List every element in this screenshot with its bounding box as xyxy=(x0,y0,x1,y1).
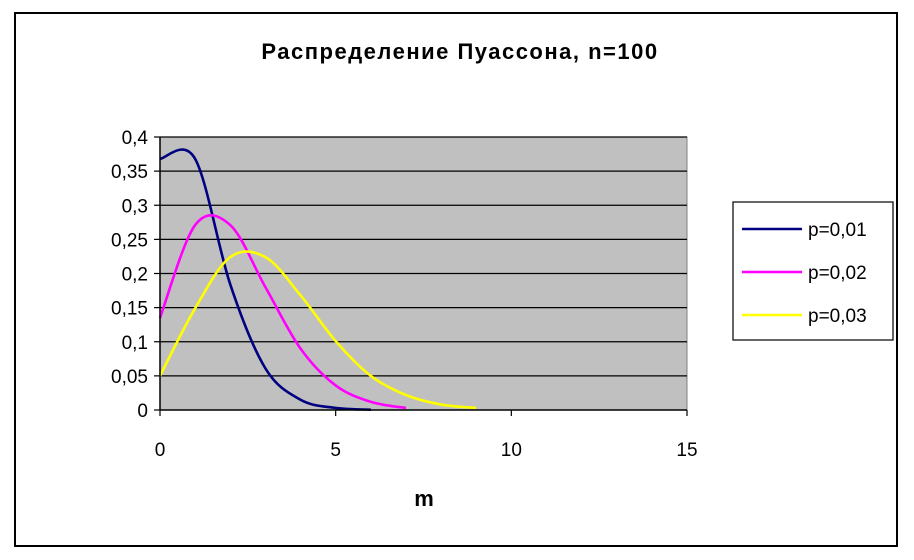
x-tick-label: 0 xyxy=(155,440,166,461)
grid-lines xyxy=(160,136,687,377)
x-tick-label: 5 xyxy=(330,440,341,461)
y-tick-label: 0,35 xyxy=(111,162,148,183)
y-tick-label: 0,3 xyxy=(122,196,148,217)
series-line-1 xyxy=(159,148,371,411)
legend-label: p=0,02 xyxy=(808,263,867,284)
y-tick-label: 0,1 xyxy=(122,333,148,354)
y-tick-label: 0,15 xyxy=(111,299,148,320)
legend-label: p=0,03 xyxy=(808,306,867,327)
y-tick-label: 0,4 xyxy=(122,128,149,149)
y-tick-label: 0,25 xyxy=(111,230,148,251)
y-tick-label: 0,2 xyxy=(122,265,148,286)
series-line-3 xyxy=(158,250,477,410)
x-tick-label: 10 xyxy=(501,440,522,461)
legend-label: p=0,01 xyxy=(808,220,867,241)
x-tick-label: 15 xyxy=(676,440,697,461)
y-tick-label: 0,05 xyxy=(111,367,148,388)
tick-labels: 0 0,05 0,1 0,15 0,2 0,25 0,3 0,35 0,4 0 5 10 15 xyxy=(111,128,698,461)
legend: p=0,01 p=0,02 p=0,03 xyxy=(732,201,894,341)
series-line-2 xyxy=(158,214,407,410)
axes xyxy=(154,136,688,416)
y-tick-label: 0 xyxy=(137,401,148,422)
chart-title: Распределение Пуассона, n=100 xyxy=(261,39,658,64)
x-axis-label: m xyxy=(414,486,434,511)
series-layer xyxy=(158,148,477,411)
